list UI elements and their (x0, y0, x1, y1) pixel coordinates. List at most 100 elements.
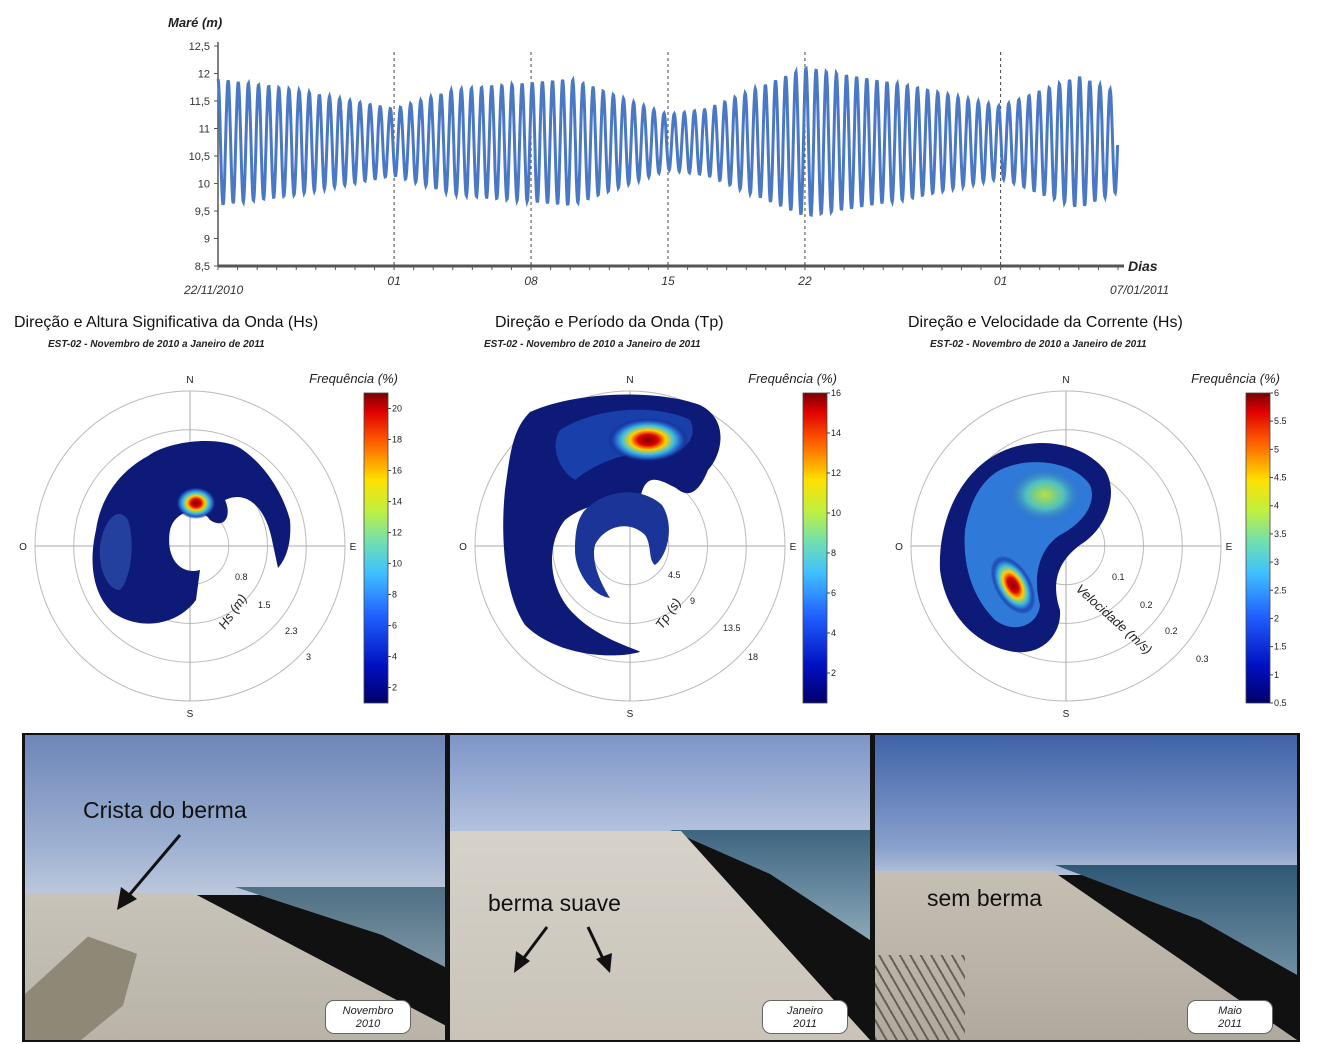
tide-y-tick-label: 11,5 (189, 96, 210, 108)
photo2-annotation: berma suave (488, 890, 621, 916)
tide-y-tick-label: 8,5 (195, 261, 210, 273)
polar-radial-tick: 0.1 (1112, 572, 1125, 582)
colorbar-tick-label: 8 (831, 548, 836, 558)
colorbar-tick-label: 20 (392, 404, 402, 414)
colorbar-tick-label: 6 (1274, 388, 1279, 398)
tide-series-line (216, 65, 1120, 217)
polar-direction-label: N (186, 375, 193, 386)
photo2-sky (450, 735, 870, 835)
polar-radial-tick: 2.3 (285, 626, 298, 636)
tide-y-tick-label: 12,5 (189, 41, 210, 53)
polar2-subtitle: EST-02 - Novembro de 2010 a Janeiro de 2… (484, 339, 701, 350)
colorbar-tick-label: 2 (392, 683, 397, 693)
colorbar-tick-label: 4 (392, 652, 397, 662)
polar3-subtitle: EST-02 - Novembro de 2010 a Janeiro de 2… (930, 339, 1147, 350)
tide-x-day-label: 01 (387, 274, 400, 288)
polar-radial-tick: 0.2 (1165, 626, 1178, 636)
tp-frequency-outer (503, 394, 721, 656)
polar-direction-label: O (895, 542, 903, 553)
tide-y-tick-label: 9 (204, 234, 210, 246)
tp-frequency-peak (608, 418, 688, 462)
polar-direction-label: N (626, 375, 633, 386)
photo2-arrows (514, 926, 612, 973)
photo1-arrow (117, 834, 182, 910)
colorbar-tick-label: 2.5 (1274, 585, 1287, 595)
photo3-sky (875, 735, 1297, 875)
colorbar-tick-label: 1 (1274, 670, 1279, 680)
hs-frequency-mid (99, 514, 132, 590)
polar-radial-tick: 3 (306, 652, 311, 662)
polar-radial-tick: 9 (690, 596, 695, 606)
current-frequency-plateau (1007, 467, 1083, 523)
polar-radial-label: Velocidade (m/s) (1073, 581, 1155, 657)
polar-direction-label: E (350, 542, 357, 553)
tide-y-tick-label: 12 (198, 69, 210, 81)
polar-radial-tick: 18 (748, 652, 758, 662)
tp-frequency-inner (575, 492, 669, 598)
polar-direction-label: O (459, 542, 467, 553)
colorbar-tick-label: 12 (392, 528, 402, 538)
photo-january: berma suave Janeiro 2011 (450, 735, 870, 1040)
tide-x-end-label: 07/01/2011 (1110, 283, 1169, 297)
photo3-bush (875, 955, 965, 1040)
hs-frequency-region (92, 441, 291, 624)
colorbar-tick-label: 14 (392, 497, 402, 507)
current-frequency-peak (990, 555, 1036, 615)
polar-radial-tick: 0.3 (1196, 654, 1209, 664)
colorbar-tick-label: 3.5 (1274, 529, 1287, 539)
colorbar-tick-label: 6 (392, 621, 397, 631)
polar-direction-label: N (1062, 375, 1069, 386)
polar-radial-tick: 1.5 (258, 600, 271, 610)
colorbar-tick-label: 8 (392, 590, 397, 600)
colorbar-label: Frequência (%) (748, 371, 837, 386)
polar-chart-hs: N E S O 0.8 1.5 2.3 3 Hs (m) (19, 375, 357, 720)
tide-chart: Maré (m) Dias 22/11/2010 07/01/2011 12,5… (168, 15, 1169, 297)
colorbar-tick-label: 2 (831, 668, 836, 678)
colorbar-tick-label: 6 (831, 588, 836, 598)
polar1-title: Direção e Altura Significativa da Onda (… (14, 314, 319, 331)
colorbar-tick-label: 16 (392, 466, 402, 476)
polar-direction-label: S (1063, 709, 1070, 720)
polar-direction-label: S (627, 709, 634, 720)
photo1-date: Novembro 2010 (325, 1000, 411, 1034)
colorbar-tick-label: 4 (1274, 501, 1279, 511)
polar2-title: Direção e Período da Onda (Tp) (495, 314, 724, 331)
polar-radial-tick: 13.5 (723, 623, 741, 633)
polar-chart-current: N E S O 0.1 0.2 0.2 0.3 Velocidade (m/s) (895, 375, 1233, 720)
photo2-date: Janeiro 2011 (762, 1000, 848, 1034)
colorbar-current: Frequência (%) 6 5.5 5 4.5 4 3.5 3 2.5 2 1.5 1 0.5 (1191, 371, 1286, 708)
colorbar-tick-label: 1.5 (1274, 642, 1287, 652)
colorbar-tick-label: 5.5 (1274, 416, 1287, 426)
colorbar-hs: Frequência (%) 20 18 16 14 12 10 8 6 4 2 (309, 371, 402, 704)
tide-x-day-label: 01 (994, 274, 1007, 288)
photo3-date: Maio 2011 (1187, 1000, 1273, 1034)
tide-x-start-label: 22/11/2010 (183, 283, 243, 297)
tide-x-day-label: 15 (661, 274, 675, 288)
colorbar-gradient (363, 392, 389, 704)
colorbar-tick-label: 5 (1274, 444, 1279, 454)
photo1-sky (25, 735, 445, 895)
tide-y-tick-label: 9,5 (195, 206, 210, 218)
photo3-annotation: sem berma (927, 885, 1043, 911)
colorbar-tick-label: 4 (831, 628, 836, 638)
polar-radial-label: Hs (m) (215, 591, 250, 632)
tide-x-day-label: 22 (797, 274, 812, 288)
tide-x-day-label: 08 (524, 274, 538, 288)
tide-xlabel: Dias (1128, 258, 1158, 274)
tide-ylabel: Maré (m) (168, 15, 222, 30)
colorbar-label: Frequência (%) (309, 371, 398, 386)
colorbar-tick-label: 3 (1274, 557, 1279, 567)
polar-chart-tp: N E S O 4.5 9 13.5 18 Tp (s) (459, 375, 797, 720)
polar1-subtitle: EST-02 - Novembro de 2010 a Janeiro de 2… (48, 339, 265, 350)
polar-radial-tick: 4.5 (668, 570, 681, 580)
colorbar-label: Frequência (%) (1191, 371, 1280, 386)
colorbar-tick-label: 4.5 (1274, 473, 1287, 483)
colorbar-tick-label: 18 (392, 435, 402, 445)
photo1-annotation: Crista do berma (83, 797, 247, 823)
colorbar-tick-label: 10 (831, 508, 841, 518)
colorbar-tick-label: 0.5 (1274, 698, 1287, 708)
hs-frequency-peak (176, 487, 216, 519)
polar-radial-tick: 0.2 (1140, 600, 1153, 610)
polar-radial-label: Tp (s) (652, 595, 684, 631)
